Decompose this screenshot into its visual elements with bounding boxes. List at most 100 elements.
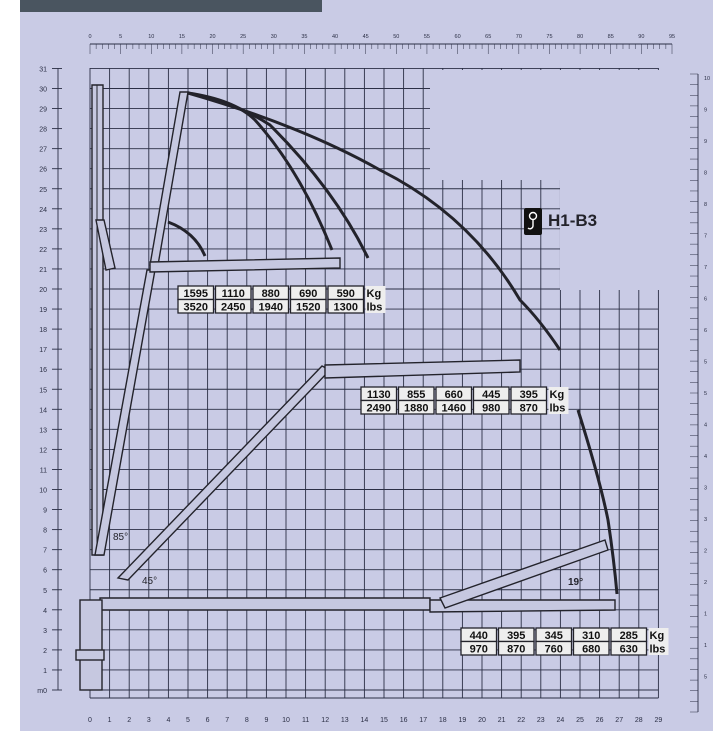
left-axis-label: 12 (39, 447, 47, 454)
boom-vertical-jib (95, 219, 116, 271)
right-ruler-label: 1 (704, 643, 707, 649)
top-ruler-label: 45 (363, 34, 369, 40)
unit-lbs-label: lbs (550, 403, 566, 415)
right-ruler-label: 7 (704, 234, 707, 240)
left-axis-label: 8 (43, 528, 47, 535)
left-axis-label: 21 (39, 267, 47, 274)
top-ruler-label: 20 (209, 34, 215, 40)
top-ruler-label: 60 (455, 34, 461, 40)
unit-lbs-label: lbs (650, 644, 666, 656)
unit-kg-label: Kg (550, 389, 565, 401)
bottom-axis-label: 22 (517, 717, 525, 724)
bottom-axis-label: 3 (147, 717, 151, 724)
left-axis-label: 27 (39, 147, 47, 154)
top-ruler-label: 90 (638, 34, 644, 40)
top-ruler-label: 95 (669, 34, 675, 40)
bottom-axis-label: 2 (127, 717, 131, 724)
right-ruler-label: 5 (704, 391, 707, 397)
boom-positions (75, 84, 616, 691)
top-ruler-label: 15 (179, 34, 185, 40)
right-ruler-label: 5 (704, 360, 707, 366)
top-ruler-label: 10 (148, 34, 154, 40)
load-lbs-cell (360, 399, 398, 415)
right-ruler-label: 5 (704, 675, 707, 681)
load-lbs-cell (572, 640, 610, 656)
load-lbs-value: 2490 (367, 403, 391, 415)
load-kg-value: 880 (262, 288, 280, 300)
right-ruler-label: 6 (704, 297, 707, 303)
bottom-axis-label: 10 (282, 717, 290, 724)
load-lbs-value: 970 (470, 644, 488, 656)
bottom-axis-label: 17 (419, 717, 427, 724)
load-lbs-value: 870 (507, 644, 525, 656)
angle-45-label: 45° (142, 576, 157, 587)
top-ruler-label: 55 (424, 34, 430, 40)
left-axis-label: 9 (43, 508, 47, 515)
bottom-axis-label: 25 (576, 717, 584, 724)
load-lbs-value: 980 (482, 403, 500, 415)
top-ruler-label: 80 (577, 34, 583, 40)
left-axis-label: 11 (40, 467, 47, 474)
left-axis-label: 10 (39, 488, 47, 495)
right-ruler-label: 4 (704, 423, 707, 429)
bottom-axis-label: 26 (596, 717, 604, 724)
load-lbs-cell (397, 399, 435, 415)
load-kg-value: 1595 (184, 288, 208, 300)
left-axis-label: 23 (39, 227, 47, 234)
load-lbs-cell (497, 640, 535, 656)
left-axis-label: 29 (39, 107, 47, 114)
right-ruler-label: 2 (704, 549, 707, 555)
load-kg-value: 440 (470, 630, 488, 642)
load-kg-value: 310 (582, 630, 600, 642)
bottom-axis-label: 20 (478, 717, 486, 724)
top-ruler-label: 85 (608, 34, 614, 40)
left-axis-label: 16 (39, 367, 47, 374)
model-title: H1-B3 (548, 211, 597, 230)
load-lbs-cell (510, 399, 548, 415)
right-ruler-label: 8 (704, 171, 707, 177)
bottom-axis-label: 5 (186, 717, 190, 724)
boom-85-extension (149, 257, 341, 273)
bottom-axis-label: 7 (225, 717, 229, 724)
boom-horizontal-extension (429, 599, 616, 613)
load-table-middle: 1130 2490 855 1880 660 1460 445 980 395 870 Kg lbs (360, 386, 569, 415)
load-kg-value: 690 (299, 288, 317, 300)
right-ruler-label: 3 (704, 486, 707, 492)
load-lbs-value: 680 (582, 644, 600, 656)
bottom-axis-label: 11 (302, 717, 309, 724)
load-lbs-cell (252, 298, 290, 314)
load-lbs-value: 2450 (221, 302, 245, 314)
load-lbs-cell (460, 640, 498, 656)
envelope-curve-3 (187, 91, 562, 351)
bottom-axis-label: 16 (400, 717, 408, 724)
left-axis-label: 24 (39, 207, 47, 214)
left-axis-label: 26 (39, 167, 47, 174)
header-bar (20, 0, 322, 12)
load-lbs-cell (472, 399, 510, 415)
right-ruler-label: 1 (704, 612, 707, 618)
right-ruler-label: 9 (704, 139, 707, 145)
load-kg-value: 395 (520, 389, 538, 401)
left-axis-label: 19 (39, 307, 47, 314)
right-ruler-label: 7 (704, 265, 707, 271)
left-axis-label: 15 (39, 387, 47, 394)
load-kg-value: 445 (482, 389, 500, 401)
bottom-axis-label: 6 (206, 717, 210, 724)
load-lbs-cell (177, 298, 215, 314)
load-lbs-value: 760 (545, 644, 563, 656)
load-lbs-value: 1940 (259, 302, 283, 314)
angle-19-label: 19° (568, 577, 583, 588)
load-table-upper: 1595 3520 1110 2450 880 1940 690 1520 590 1300 Kg l… (177, 285, 386, 314)
left-axis-label: 2 (43, 648, 47, 655)
load-lbs-value: 870 (520, 403, 538, 415)
model-badge: H1-B3 (524, 208, 597, 235)
unit-kg-label: Kg (367, 288, 382, 300)
top-ruler-label: 30 (271, 34, 277, 40)
envelope-curve-5 (167, 220, 207, 257)
right-ruler-label: 10 (704, 76, 710, 82)
bottom-axis-label: 14 (361, 717, 369, 724)
top-ruler-label: 0 (88, 34, 91, 40)
load-kg-value: 285 (620, 630, 638, 642)
bottom-axis-label: 9 (264, 717, 268, 724)
